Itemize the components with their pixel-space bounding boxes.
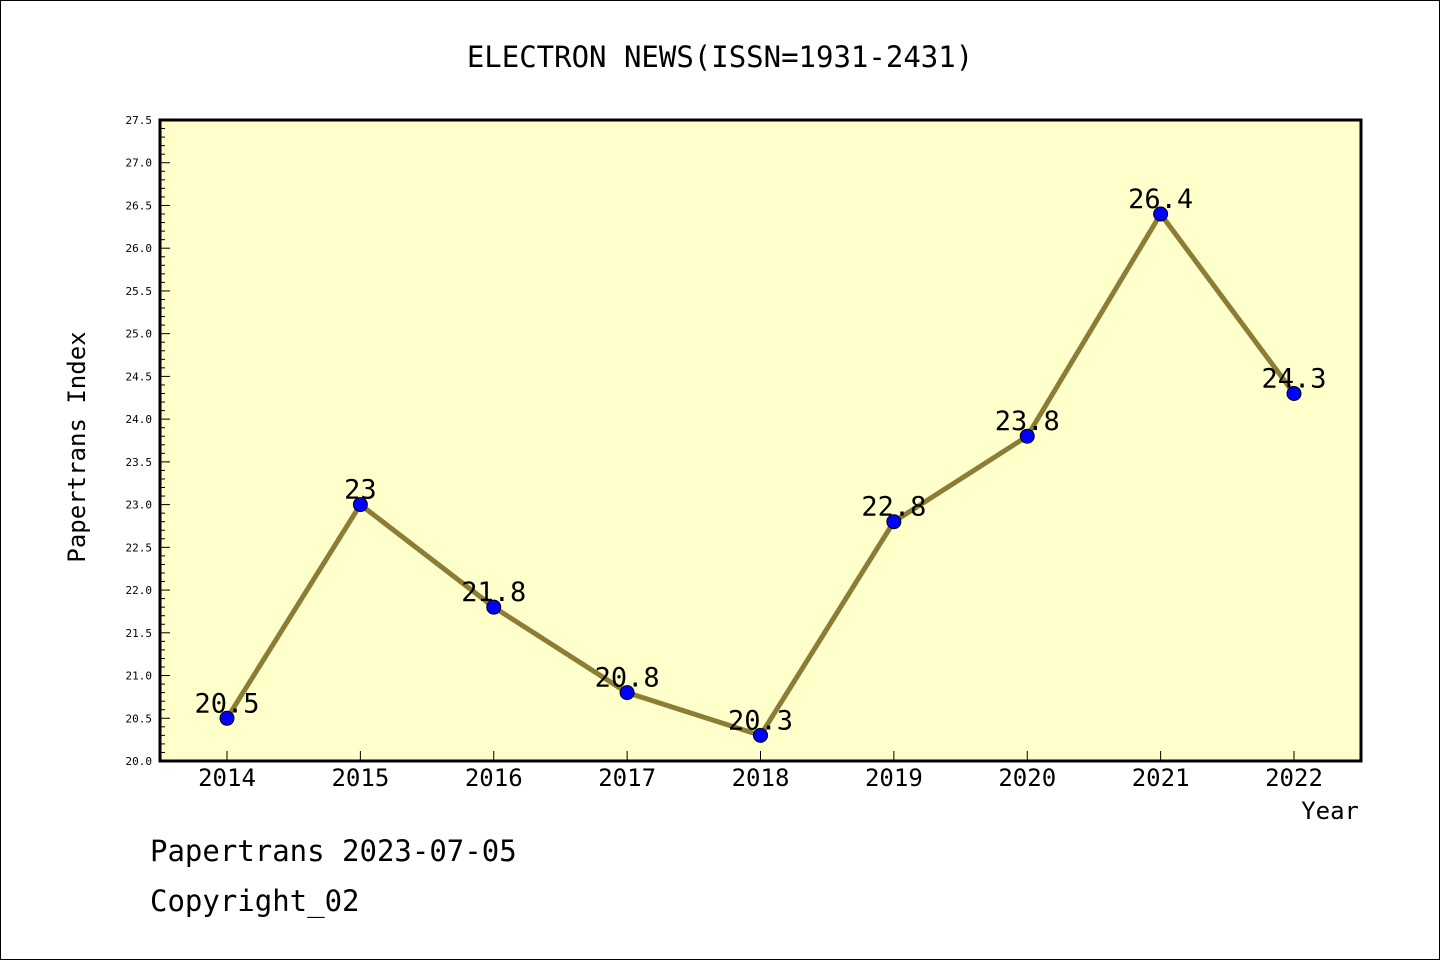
- x-tick-label: 2014: [198, 764, 256, 792]
- x-tick-label: 2021: [1132, 764, 1190, 792]
- plot-border: [158, 118, 1363, 763]
- chart-title: ELECTRON NEWS(ISSN=1931-2431): [467, 40, 973, 74]
- x-tick-label: 2015: [331, 764, 389, 792]
- y-tick-label: 27.5: [126, 114, 153, 127]
- data-label: 20.8: [595, 663, 660, 694]
- x-axis: 2014 2015 2016 2017 2018 2019 2020 2021 2022: [198, 751, 1323, 792]
- y-axis-label: Papertrans Index: [63, 331, 91, 562]
- data-point: [486, 599, 502, 615]
- data-labels: 20.5 23 21.8 20.8 20.3 22.8 23.8 26.4 24.3: [194, 184, 1326, 736]
- data-point: [1019, 428, 1035, 444]
- y-tick-label: 24.5: [126, 370, 153, 383]
- data-label: 20.5: [194, 688, 259, 719]
- series-points: [219, 206, 1302, 743]
- x-tick-label: 2018: [732, 764, 790, 792]
- y-tick-label: 22.0: [126, 584, 153, 597]
- data-point: [753, 727, 768, 743]
- x-tick-label: 2017: [598, 764, 656, 792]
- data-point: [352, 497, 368, 513]
- x-tick-label: 2019: [865, 764, 923, 792]
- x-tick-label: 2020: [998, 764, 1056, 792]
- y-tick-label: 25.0: [126, 328, 153, 341]
- y-tick-label: 27.0: [126, 157, 153, 170]
- y-tick-label: 23.0: [126, 499, 153, 512]
- data-label: 22.8: [861, 492, 926, 523]
- data-label: 26.4: [1128, 184, 1193, 215]
- data-label: 24.3: [1261, 363, 1326, 394]
- y-tick-label: 20.5: [126, 712, 153, 725]
- y-tick-label: 23.5: [126, 456, 153, 469]
- data-label: 21.8: [461, 577, 526, 608]
- data-point: [886, 514, 902, 530]
- data-label: 23.8: [995, 406, 1060, 437]
- footer-copyright: Copyright_02: [150, 884, 360, 918]
- y-tick-label: 25.5: [126, 285, 153, 298]
- data-point: [619, 685, 635, 701]
- y-tick-label: 21.0: [126, 670, 153, 683]
- y-tick-label: 26.5: [126, 199, 153, 212]
- plot-area: [160, 120, 1361, 761]
- y-tick-label: 21.5: [126, 627, 153, 640]
- data-label: 23: [344, 475, 377, 506]
- data-point: [1153, 206, 1169, 222]
- y-tick-label: 20.0: [126, 755, 153, 768]
- x-tick-label: 2016: [465, 764, 523, 792]
- y-tick-label: 26.0: [126, 242, 153, 255]
- y-tick-label: 24.0: [126, 413, 153, 426]
- x-axis-label: Year: [1301, 797, 1359, 825]
- data-point: [219, 710, 235, 726]
- data-point: [1286, 385, 1302, 401]
- x-tick-label: 2022: [1265, 764, 1323, 792]
- data-label: 20.3: [728, 705, 793, 736]
- y-axis: 20.0 20.5 21.0 21.5 22.0 22.5 23.0 23.5 24.0 24.5…: [126, 114, 170, 768]
- footer-date: Papertrans 2023-07-05: [150, 834, 517, 868]
- y-tick-label: 22.5: [126, 541, 153, 554]
